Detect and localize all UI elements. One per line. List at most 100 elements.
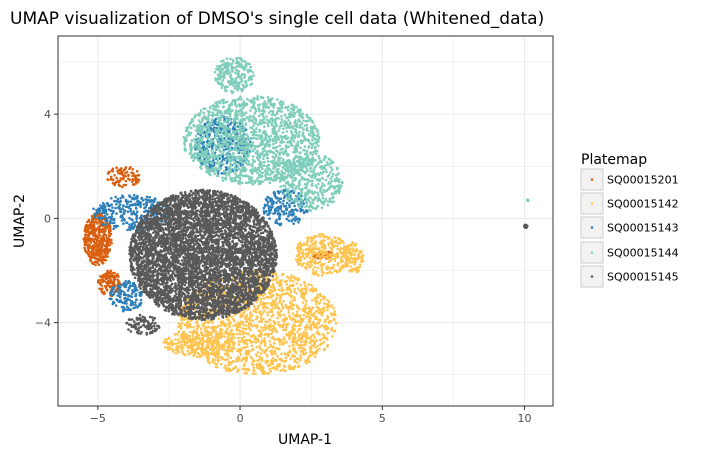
data-point [297,324,300,328]
data-point [267,212,271,216]
data-point [303,292,306,295]
data-point [278,281,282,284]
data-point [239,315,243,319]
data-point [164,346,167,349]
data-point [222,163,225,166]
data-point [302,211,306,215]
data-point [111,211,115,214]
data-point [190,126,193,130]
data-point [321,250,325,253]
data-point [297,119,300,123]
data-point [256,171,259,175]
data-point [277,337,281,341]
data-point [88,223,92,227]
data-point [124,179,128,183]
data-point [285,130,289,133]
data-point [247,151,251,154]
data-point [92,225,96,228]
data-point [99,206,103,210]
data-point [127,287,131,290]
data-point [247,332,250,336]
data-point [316,234,319,238]
data-point [216,358,220,362]
data-point [299,146,302,150]
data-point [235,327,239,331]
data-point [95,220,98,224]
data-point [293,336,297,340]
data-point [192,325,195,329]
data-point [309,316,313,320]
data-point [348,247,351,251]
data-point [109,279,113,283]
data-point [255,326,258,329]
data-point [213,172,216,176]
data-point [124,171,127,175]
data-point [316,293,319,297]
data-point [127,206,131,210]
data-point [210,351,213,355]
data-point [152,200,156,204]
data-point [193,329,196,333]
data-point [285,341,288,344]
data-point [98,213,101,217]
data-point [108,249,111,253]
data-point [139,298,143,302]
data-point [260,358,263,361]
data-point [107,204,111,208]
data-point [326,316,330,319]
data-point [136,210,139,213]
data-point [131,174,134,178]
data-point [261,329,265,332]
data-point [267,333,271,337]
data-point [262,326,266,329]
data-point [109,175,113,179]
data-point [103,292,106,295]
data-point [104,252,107,255]
data-point [86,244,90,248]
data-point [200,342,204,346]
data-point [203,339,206,343]
data-point [253,324,256,327]
data-point [322,236,326,239]
data-point [285,116,288,120]
data-point [278,343,282,346]
data-point [203,107,207,111]
data-point [242,174,246,178]
data-point [110,241,113,245]
data-point [261,301,265,305]
data-point [115,212,118,215]
data-point [243,131,246,135]
data-point [201,117,205,120]
data-point [361,254,365,257]
data-point [230,315,234,319]
data-point [125,221,128,225]
data-point [117,291,121,295]
data-point [108,271,111,274]
data-point [133,283,136,287]
data-point [302,262,306,265]
data-point [299,242,303,246]
data-point [270,345,273,348]
data-point [242,314,245,318]
data-point [241,327,245,330]
data-point [137,304,141,307]
data-point [109,269,113,273]
data-point [234,125,237,128]
data-point [299,354,302,357]
data-point [306,251,309,255]
data-point [312,272,315,276]
data-point [118,288,121,291]
data-point [318,292,322,296]
data-point [282,212,286,216]
data-point [318,301,321,305]
data-point [281,131,285,134]
data-point [326,308,329,312]
data-point [141,199,145,202]
data-point [313,234,317,238]
data-point [127,174,130,177]
data-point [315,252,319,255]
data-point [304,299,308,303]
data-point [98,217,102,221]
data-point [91,224,94,227]
data-point [101,216,105,220]
